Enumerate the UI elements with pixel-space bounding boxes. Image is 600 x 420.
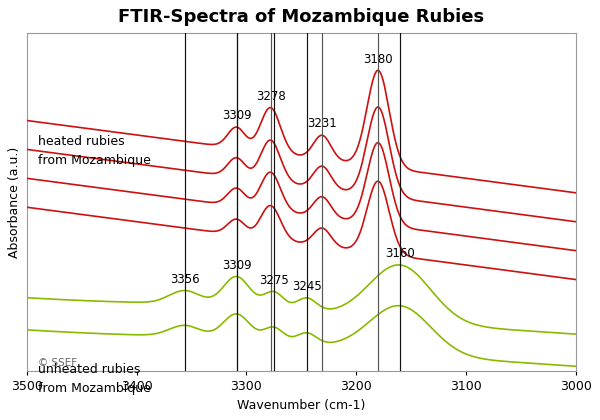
Text: unheated rubies: unheated rubies — [38, 363, 140, 376]
X-axis label: Wavenumber (cm-1): Wavenumber (cm-1) — [237, 399, 365, 412]
Text: from Mozambique: from Mozambique — [38, 154, 151, 167]
Text: 3356: 3356 — [170, 273, 200, 286]
Text: 3275: 3275 — [259, 274, 289, 287]
Text: 3309: 3309 — [222, 109, 251, 122]
Y-axis label: Absorbance (a.u.): Absorbance (a.u.) — [8, 147, 22, 258]
Text: heated rubies: heated rubies — [38, 135, 124, 148]
Text: 3278: 3278 — [256, 90, 286, 103]
Text: 3231: 3231 — [307, 118, 337, 131]
Text: © SSEF: © SSEF — [38, 358, 77, 368]
Text: 3160: 3160 — [385, 247, 415, 260]
Text: 3180: 3180 — [364, 52, 393, 66]
Text: 3309: 3309 — [222, 259, 251, 272]
Text: from Mozambique: from Mozambique — [38, 382, 151, 395]
Text: 3245: 3245 — [292, 280, 322, 293]
Title: FTIR-Spectra of Mozambique Rubies: FTIR-Spectra of Mozambique Rubies — [118, 8, 484, 26]
